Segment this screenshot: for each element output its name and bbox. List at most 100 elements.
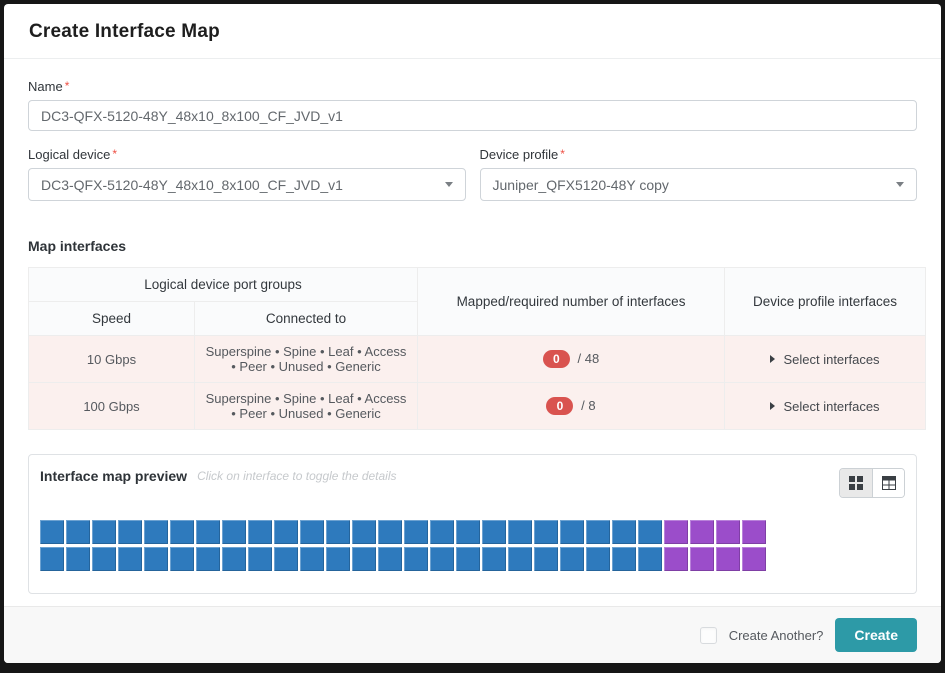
name-field[interactable] bbox=[28, 100, 917, 131]
port-cell-10g[interactable] bbox=[404, 547, 428, 571]
port-cell-10g[interactable] bbox=[638, 547, 662, 571]
port-cell-10g[interactable] bbox=[612, 520, 636, 544]
logical-device-label: Logical device * bbox=[28, 147, 118, 162]
port-cell-10g[interactable] bbox=[274, 547, 298, 571]
port-cell-10g[interactable] bbox=[118, 520, 142, 544]
mapped-cell: 0 / 48 bbox=[417, 335, 726, 383]
port-row bbox=[40, 520, 905, 544]
logical-device-group: Logical device * DC3-QFX-5120-48Y_48x10_8… bbox=[28, 147, 466, 201]
caret-right-icon bbox=[770, 402, 776, 411]
port-cell-10g[interactable] bbox=[274, 520, 298, 544]
create-another-checkbox[interactable] bbox=[699, 626, 717, 644]
port-cell-10g[interactable] bbox=[404, 520, 428, 544]
port-cell-10g[interactable] bbox=[118, 547, 142, 571]
speed-header-cell: Speed bbox=[28, 301, 195, 336]
device-profile-group: Device profile * Juniper_QFX5120-48Y copy bbox=[479, 147, 917, 201]
map-interfaces-heading: Map interfaces bbox=[28, 238, 127, 254]
port-cell-10g[interactable] bbox=[300, 547, 324, 571]
port-cell-10g[interactable] bbox=[248, 547, 272, 571]
mapped-count-badge: 0 bbox=[546, 397, 574, 415]
port-cell-10g[interactable] bbox=[456, 520, 480, 544]
port-cell-10g[interactable] bbox=[196, 520, 220, 544]
select-interfaces-toggle[interactable]: Select interfaces bbox=[770, 352, 880, 367]
port-cell-10g[interactable] bbox=[40, 520, 64, 544]
port-cell-10g[interactable] bbox=[352, 520, 376, 544]
port-cell-100g[interactable] bbox=[742, 547, 766, 571]
view-toggle-group bbox=[839, 468, 905, 498]
port-cell-10g[interactable] bbox=[222, 547, 246, 571]
grid-view-button[interactable] bbox=[840, 469, 872, 497]
create-another-label: Create Another? bbox=[728, 627, 824, 643]
required-asterisk: * bbox=[64, 79, 70, 93]
grid-view-icon bbox=[849, 476, 863, 490]
port-cell-10g[interactable] bbox=[300, 520, 324, 544]
device-profile-select[interactable]: Juniper_QFX5120-48Y copy bbox=[479, 168, 917, 201]
chevron-down-icon bbox=[444, 182, 453, 187]
interface-map-preview-panel: Interface map preview Click on interface… bbox=[28, 454, 917, 594]
connected-to-cell: Superspine • Spine • Leaf • Access • Pee… bbox=[193, 335, 419, 383]
port-cell-10g[interactable] bbox=[144, 520, 168, 544]
port-cell-10g[interactable] bbox=[144, 547, 168, 571]
caret-right-icon bbox=[770, 355, 776, 364]
port-cell-100g[interactable] bbox=[664, 520, 688, 544]
port-cell-10g[interactable] bbox=[482, 520, 506, 544]
port-cell-10g[interactable] bbox=[196, 547, 220, 571]
port-cell-10g[interactable] bbox=[586, 547, 610, 571]
port-cell-10g[interactable] bbox=[170, 547, 194, 571]
port-cell-10g[interactable] bbox=[40, 547, 64, 571]
port-cell-10g[interactable] bbox=[378, 547, 402, 571]
required-count: / 48 bbox=[577, 351, 600, 366]
page-title: Create Interface Map bbox=[29, 21, 220, 42]
logical-device-value: DC3-QFX-5120-48Y_48x10_8x100_CF_JVD_v1 bbox=[41, 176, 343, 193]
port-cell-10g[interactable] bbox=[508, 547, 532, 571]
port-cell-10g[interactable] bbox=[326, 547, 350, 571]
create-button[interactable]: Create bbox=[835, 618, 917, 652]
port-cell-10g[interactable] bbox=[508, 520, 532, 544]
device-profile-value: Juniper_QFX5120-48Y copy bbox=[492, 176, 669, 193]
port-cell-10g[interactable] bbox=[534, 547, 558, 571]
mapped-header-cell: Mapped/required number of interfaces bbox=[417, 267, 726, 336]
port-cell-10g[interactable] bbox=[456, 547, 480, 571]
dialog-footer: Create Another? Create bbox=[4, 606, 941, 663]
port-cell-10g[interactable] bbox=[638, 520, 662, 544]
select-interfaces-toggle[interactable]: Select interfaces bbox=[770, 399, 880, 414]
port-row bbox=[40, 547, 905, 571]
connected-to-cell: Superspine • Spine • Leaf • Access • Pee… bbox=[193, 382, 419, 430]
device-profile-header-cell: Device profile interfaces bbox=[724, 267, 927, 336]
mapped-count-badge: 0 bbox=[542, 350, 570, 368]
port-cell-10g[interactable] bbox=[352, 547, 376, 571]
port-cell-10g[interactable] bbox=[482, 547, 506, 571]
port-cell-10g[interactable] bbox=[430, 520, 454, 544]
preview-title: Interface map preview bbox=[40, 468, 188, 484]
port-cell-10g[interactable] bbox=[560, 547, 584, 571]
create-interface-map-dialog: Create Interface Map Name* Logical devic… bbox=[4, 4, 941, 663]
port-cell-100g[interactable] bbox=[690, 547, 714, 571]
chevron-down-icon bbox=[896, 182, 904, 187]
port-cell-100g[interactable] bbox=[690, 520, 714, 544]
dialog-body: Name* Logical device* DC3-QFX-5120-48Y_4… bbox=[4, 59, 941, 597]
dialog-header: Create Interface Map bbox=[4, 4, 941, 59]
port-cell-100g[interactable] bbox=[716, 547, 740, 571]
table-view-button[interactable] bbox=[872, 469, 904, 497]
port-cell-100g[interactable] bbox=[716, 520, 740, 544]
group-header-cell: Logical device port groups bbox=[27, 267, 419, 302]
preview-header: Interface map preview Click on interface… bbox=[40, 468, 905, 498]
port-cell-10g[interactable] bbox=[586, 520, 610, 544]
logical-device-select[interactable]: DC3-QFX-5120-48Y_48x10_8x100_CF_JVD_v1 bbox=[28, 168, 466, 201]
port-cell-10g[interactable] bbox=[612, 547, 636, 571]
port-cell-10g[interactable] bbox=[222, 520, 246, 544]
port-cell-10g[interactable] bbox=[92, 547, 116, 571]
port-cell-10g[interactable] bbox=[326, 520, 350, 544]
port-cell-10g[interactable] bbox=[66, 547, 90, 571]
port-cell-10g[interactable] bbox=[378, 520, 402, 544]
port-cell-10g[interactable] bbox=[534, 520, 558, 544]
port-cell-100g[interactable] bbox=[664, 547, 688, 571]
port-cell-10g[interactable] bbox=[248, 520, 272, 544]
port-cell-10g[interactable] bbox=[66, 520, 90, 544]
port-cell-10g[interactable] bbox=[430, 547, 454, 571]
port-cell-10g[interactable] bbox=[92, 520, 116, 544]
port-cell-10g[interactable] bbox=[560, 520, 584, 544]
port-cell-10g[interactable] bbox=[170, 520, 194, 544]
device-profile-label: Device profile * bbox=[479, 147, 565, 162]
port-cell-100g[interactable] bbox=[742, 520, 766, 544]
